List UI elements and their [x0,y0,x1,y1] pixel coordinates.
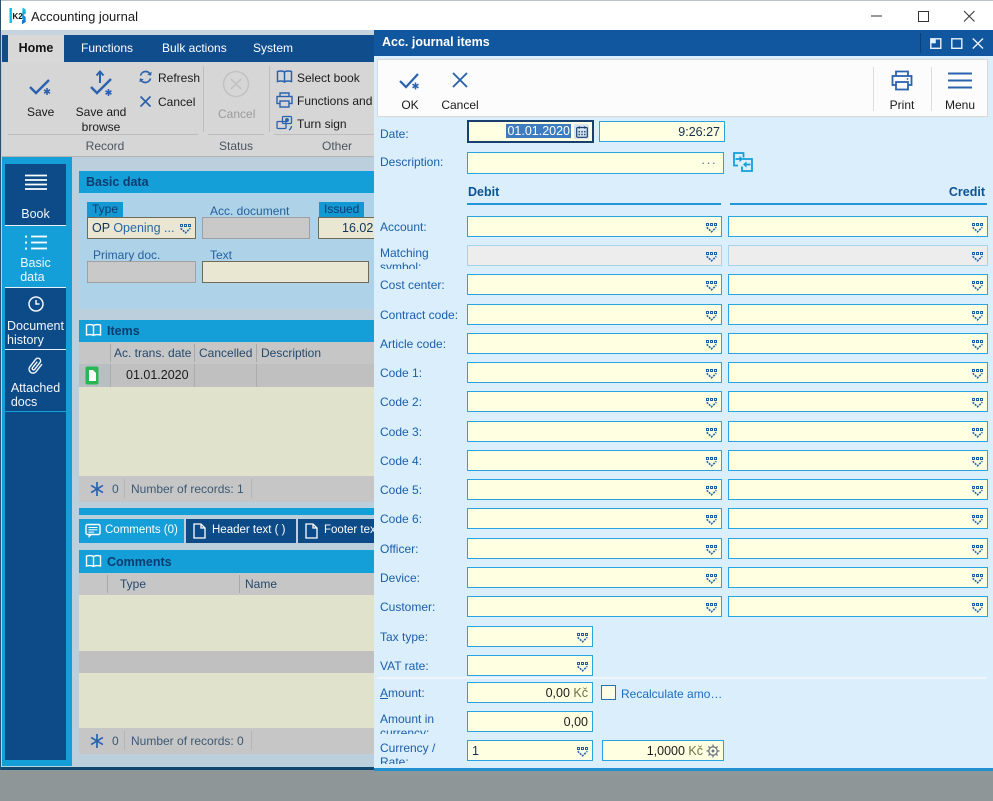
svg-text:K2: K2 [13,12,24,21]
